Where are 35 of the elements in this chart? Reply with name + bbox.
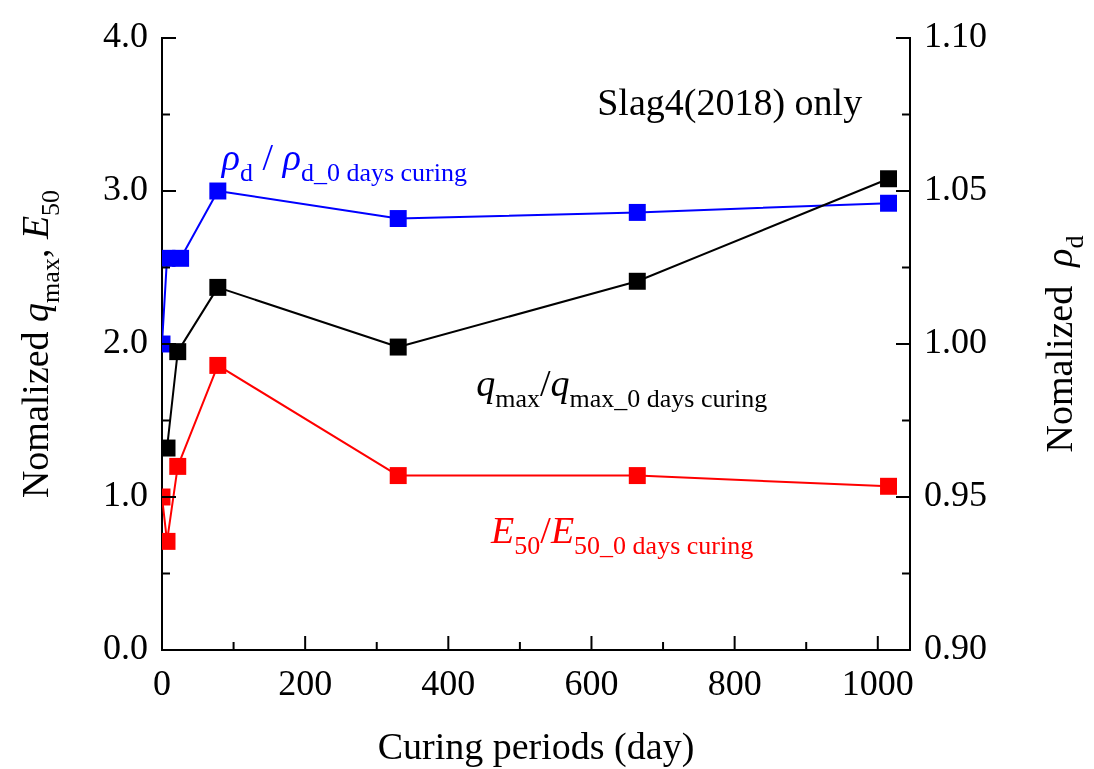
y2-tick-label: 1.10 — [924, 15, 987, 56]
point — [880, 170, 898, 188]
point — [389, 467, 407, 485]
annotation: Slag4(2018) only — [597, 81, 863, 125]
point — [628, 467, 646, 485]
point — [389, 338, 407, 356]
point — [628, 203, 646, 221]
y2-tick-label: 0.95 — [924, 474, 987, 515]
point — [209, 278, 227, 296]
x-tick-label: 600 — [564, 663, 619, 704]
y2-tick-label: 1.05 — [924, 168, 987, 209]
point — [169, 457, 187, 475]
point — [880, 194, 898, 212]
x-tick-label: 0 — [153, 663, 171, 704]
point — [389, 210, 407, 228]
y-tick-label: 1.0 — [103, 474, 148, 515]
y-tick-label: 3.0 — [103, 168, 148, 209]
point — [169, 343, 187, 361]
x-tick-label: 400 — [421, 663, 476, 704]
y2-axis-title: Nomalized ρd — [1038, 235, 1089, 453]
point — [172, 249, 190, 267]
x-tick-label: 800 — [707, 663, 762, 704]
y-tick-label: 4.0 — [103, 15, 148, 56]
y-axis-title: Nomalized qmax, E50 — [14, 189, 65, 499]
point — [880, 477, 898, 495]
y-tick-label: 0.0 — [103, 627, 148, 668]
x-tick-label: 200 — [278, 663, 333, 704]
point — [209, 182, 227, 200]
y-tick-label: 2.0 — [103, 321, 148, 362]
y2-tick-label: 0.90 — [924, 627, 987, 668]
x-tick-label: 1000 — [841, 663, 914, 704]
point — [209, 356, 227, 374]
y2-tick-label: 1.00 — [924, 321, 987, 362]
point — [628, 272, 646, 290]
x-axis-title: Curing periods (day) — [377, 725, 695, 768]
